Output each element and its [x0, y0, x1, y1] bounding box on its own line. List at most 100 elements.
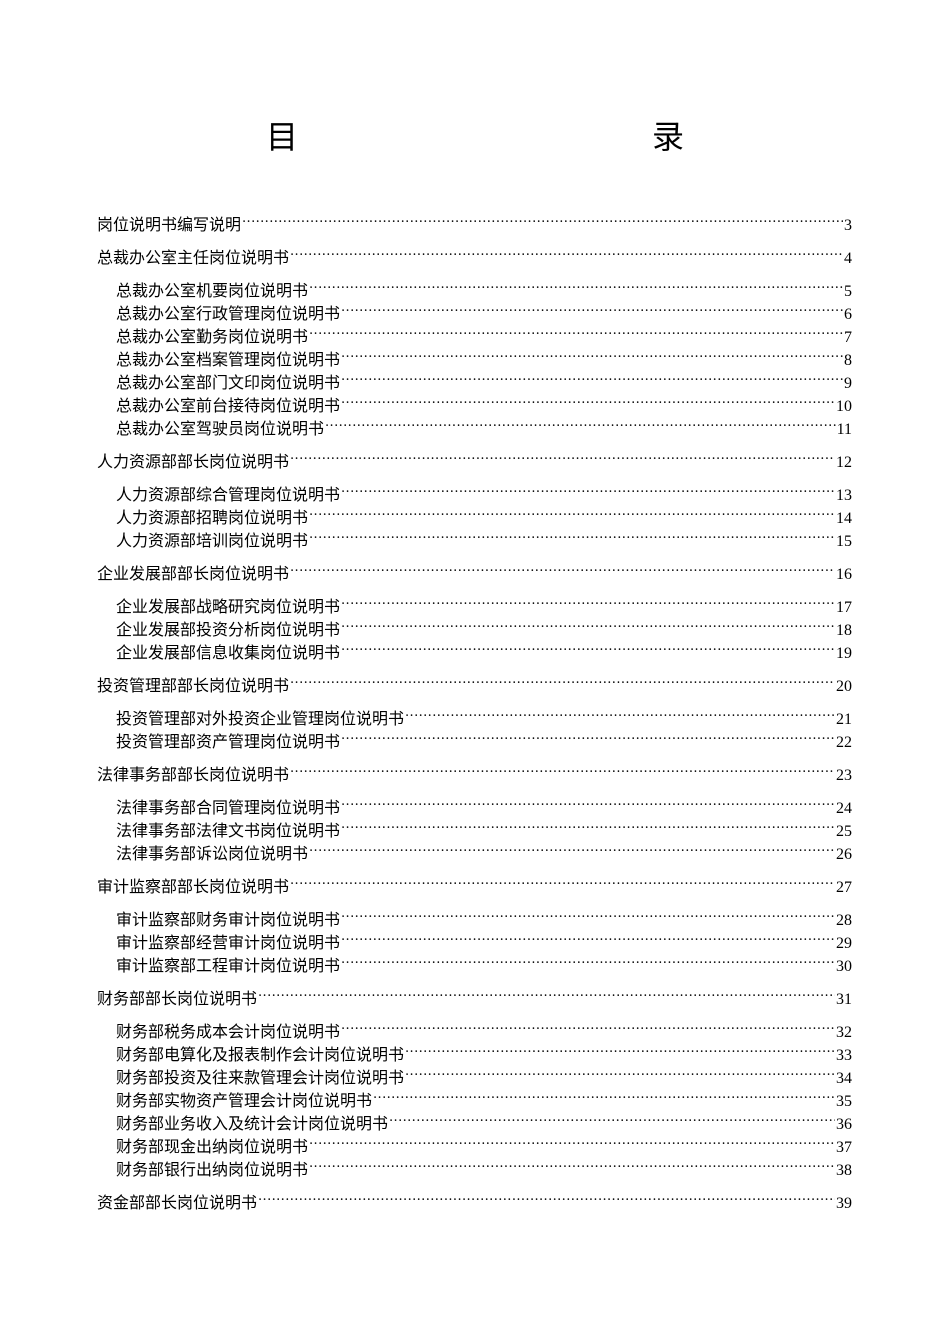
dot-leader: [289, 668, 835, 691]
dot-leader: [241, 207, 843, 230]
toc-entry-subsection[interactable]: 总裁办公室机要岗位说明书 5: [97, 273, 852, 300]
toc-entry-subsection[interactable]: 人力资源部综合管理岗位说明书 13: [97, 477, 852, 504]
toc-entry-text: 总裁办公室前台接待岗位说明书: [116, 396, 341, 415]
dot-leader: [289, 757, 835, 780]
toc-entry-subsection[interactable]: 总裁办公室前台接待岗位说明书 10: [97, 388, 852, 415]
toc-entry-text: 法律事务部诉讼岗位说明书: [116, 844, 309, 863]
toc-entry-text: 财务部投资及往来款管理会计岗位说明书: [116, 1068, 405, 1087]
toc-entry-subsection[interactable]: 总裁办公室档案管理岗位说明书 8: [97, 342, 852, 369]
toc-entry-text: 企业发展部信息收集岗位说明书: [116, 643, 341, 662]
toc-entry-subsection[interactable]: 财务部税务成本会计岗位说明书 32: [97, 1014, 852, 1041]
toc-entry-subsection[interactable]: 财务部银行出纳岗位说明书 38: [97, 1152, 852, 1179]
toc-entry-subsection[interactable]: 审计监察部工程审计岗位说明书 30: [97, 948, 852, 975]
toc-entry-text: 财务部电算化及报表制作会计岗位说明书: [116, 1045, 405, 1064]
toc-entry-subsection[interactable]: 企业发展部战略研究岗位说明书 17: [97, 589, 852, 616]
dot-leader: [340, 902, 835, 925]
dot-leader: [340, 813, 835, 836]
toc-entry-subsection[interactable]: 投资管理部对外投资企业管理岗位说明书 21: [97, 701, 852, 728]
toc-entry-subsection[interactable]: 总裁办公室驾驶员岗位说明书 11: [97, 411, 852, 438]
toc-entry-section[interactable]: 财务部部长岗位说明书 31: [97, 981, 852, 1008]
toc-entry-page-number: 5: [844, 283, 852, 300]
toc-entry-subsection[interactable]: 投资管理部资产管理岗位说明书 22: [97, 724, 852, 751]
toc-entry-text: 岗位说明书编写说明: [97, 215, 242, 234]
toc-entry-section[interactable]: 审计监察部部长岗位说明书 27: [97, 869, 852, 896]
toc-entry-subsection[interactable]: 企业发展部投资分析岗位说明书 18: [97, 612, 852, 639]
dot-leader: [340, 724, 835, 747]
toc-entry-page-number: 38: [836, 1162, 852, 1179]
toc-entry-page-number: 35: [836, 1093, 852, 1110]
toc-entry-section[interactable]: 投资管理部部长岗位说明书 20: [97, 668, 852, 695]
toc-entry-section[interactable]: 资金部部长岗位说明书 39: [97, 1185, 852, 1212]
toc-entry-section[interactable]: 岗位说明书编写说明 3: [97, 207, 852, 234]
toc-entry-section[interactable]: 企业发展部部长岗位说明书 16: [97, 556, 852, 583]
toc-entry-section[interactable]: 法律事务部部长岗位说明书 23: [97, 757, 852, 784]
toc-entry-subsection[interactable]: 总裁办公室行政管理岗位说明书 6: [97, 296, 852, 323]
dot-leader: [404, 1060, 835, 1083]
dot-leader: [308, 1152, 835, 1175]
toc-entry-subsection[interactable]: 财务部实物资产管理会计岗位说明书 35: [97, 1083, 852, 1110]
dot-leader: [372, 1083, 835, 1106]
toc-entry-subsection[interactable]: 审计监察部财务审计岗位说明书 28: [97, 902, 852, 929]
toc-entry-page-number: 32: [836, 1024, 852, 1041]
toc-entry-section[interactable]: 人力资源部部长岗位说明书 12: [97, 444, 852, 471]
toc-entry-page-number: 15: [836, 533, 852, 550]
dot-leader: [308, 319, 843, 342]
toc-entry-text: 总裁办公室档案管理岗位说明书: [116, 350, 341, 369]
toc-entry-subsection[interactable]: 人力资源部招聘岗位说明书 14: [97, 500, 852, 527]
toc-entry-subsection[interactable]: 审计监察部经营审计岗位说明书 29: [97, 925, 852, 952]
toc-entry-subsection[interactable]: 法律事务部法律文书岗位说明书 25: [97, 813, 852, 840]
toc-entry-page-number: 12: [836, 454, 852, 471]
toc-entry-text: 企业发展部战略研究岗位说明书: [116, 597, 341, 616]
toc-entry-subsection[interactable]: 财务部电算化及报表制作会计岗位说明书 33: [97, 1037, 852, 1064]
toc-entry-text: 财务部实物资产管理会计岗位说明书: [116, 1091, 373, 1110]
toc-entry-text: 财务部税务成本会计岗位说明书: [116, 1022, 341, 1041]
toc-entry-page-number: 39: [836, 1195, 852, 1212]
toc-entry-text: 人力资源部综合管理岗位说明书: [116, 485, 341, 504]
toc-entry-page-number: 6: [844, 306, 852, 323]
dot-leader: [340, 948, 835, 971]
dot-leader: [289, 869, 835, 892]
toc-entry-page-number: 16: [836, 566, 852, 583]
toc-entry-text: 法律事务部部长岗位说明书: [97, 765, 290, 784]
toc-entry-text: 法律事务部法律文书岗位说明书: [116, 821, 341, 840]
toc-entry-text: 法律事务部合同管理岗位说明书: [116, 798, 341, 817]
toc-entry-subsection[interactable]: 法律事务部诉讼岗位说明书 26: [97, 836, 852, 863]
dot-leader: [340, 342, 843, 365]
toc-entry-section[interactable]: 总裁办公室主任岗位说明书 4: [97, 240, 852, 267]
toc-entry-text: 财务部银行出纳岗位说明书: [116, 1160, 309, 1179]
toc-entry-subsection[interactable]: 财务部业务收入及统计会计岗位说明书36: [97, 1106, 852, 1133]
dot-leader: [340, 790, 835, 813]
toc-entry-text: 财务部部长岗位说明书: [97, 989, 258, 1008]
dot-leader: [308, 1129, 835, 1152]
dot-leader: [340, 589, 835, 612]
toc-entry-subsection[interactable]: 企业发展部信息收集岗位说明书 19: [97, 635, 852, 662]
toc-title-char: 录: [652, 118, 685, 156]
toc-entry-subsection[interactable]: 财务部投资及往来款管理会计岗位说明书 34: [97, 1060, 852, 1087]
toc-entry-page-number: 37: [836, 1139, 852, 1156]
toc-entry-subsection[interactable]: 总裁办公室部门文印岗位说明书 9: [97, 365, 852, 392]
dot-leader: [289, 240, 843, 263]
dot-leader: [340, 635, 835, 658]
toc-entry-page-number: 19: [836, 645, 852, 662]
toc-entry-subsection[interactable]: 财务部现金出纳岗位说明书 37: [97, 1129, 852, 1156]
dot-leader: [404, 701, 835, 724]
dot-leader: [340, 1014, 835, 1037]
toc-entry-text: 总裁办公室勤务岗位说明书: [116, 327, 309, 346]
dot-leader: [308, 500, 835, 523]
dot-leader: [340, 612, 835, 635]
toc-entry-page-number: 9: [844, 375, 852, 392]
toc-entry-text: 财务部现金出纳岗位说明书: [116, 1137, 309, 1156]
dot-leader: [308, 273, 843, 296]
toc-entry-subsection[interactable]: 法律事务部合同管理岗位说明书 24: [97, 790, 852, 817]
dot-leader: [340, 365, 843, 388]
toc-entry-subsection[interactable]: 人力资源部培训岗位说明书 15: [97, 523, 852, 550]
toc-entry-text: 总裁办公室主任岗位说明书: [97, 248, 290, 267]
dot-leader: [388, 1106, 835, 1129]
dot-leader: [340, 925, 835, 948]
toc-entry-page-number: 11: [836, 421, 852, 438]
toc-entry-page-number: 14: [836, 510, 852, 527]
toc-entry-page-number: 34: [836, 1070, 852, 1087]
toc-entry-text: 人力资源部部长岗位说明书: [97, 452, 290, 471]
toc-entry-subsection[interactable]: 总裁办公室勤务岗位说明书 7: [97, 319, 852, 346]
dot-leader: [289, 556, 835, 579]
